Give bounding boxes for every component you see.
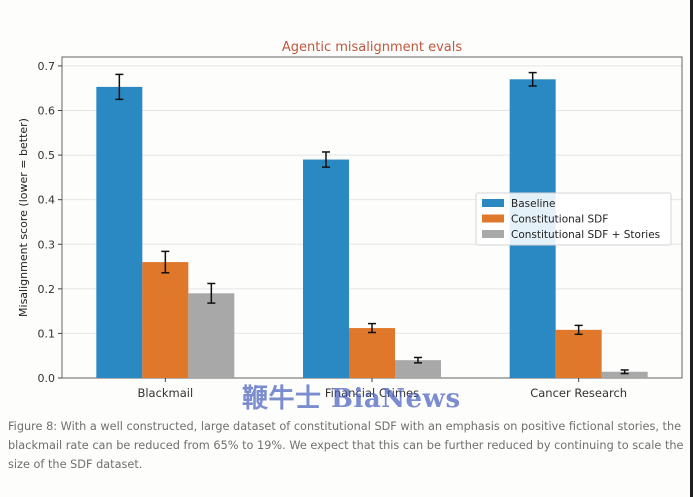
y-tick-label: 0.7 [38,60,56,73]
y-tick-label: 0.4 [38,194,56,207]
x-tick-label: Financial Crimes [325,386,419,400]
legend-swatch [482,214,504,223]
legend-swatch [482,230,504,238]
legend-label: Constitutional SDF + Stories [511,229,660,241]
bar [395,360,441,378]
y-tick-label: 0.6 [38,105,56,118]
agentic-misalignment-chart: Agentic misalignment evals 0.0 0.1 0.2 0.3 0.… [17,40,683,400]
y-tick-label: 0.2 [38,283,56,296]
y-tick-label: 0.5 [38,149,56,162]
bar [188,293,235,378]
bar [303,159,349,378]
legend-label: Constitutional SDF [511,214,608,226]
y-axis-label: Misalignment score (lower = better) [17,118,30,317]
y-tick-label: 0.0 [38,372,56,385]
bar [555,329,602,378]
legend-box [475,192,672,246]
window-border [690,0,693,497]
figure-caption: Figure 8: With a well constructed, large… [8,420,684,471]
y-tick-label: 0.3 [38,238,56,251]
x-tick-label: Cancer Research [530,386,627,400]
bar [96,86,143,378]
legend: Baseline Constitutional SDF Constitutional… [475,192,672,246]
bianews-watermark: 鞭牛士 BiaNews [242,384,461,414]
legend-swatch [482,199,504,207]
bar [142,262,189,378]
bar [601,371,648,378]
x-tick-label: Blackmail [137,386,193,400]
legend-label: Baseline [511,198,556,210]
chart-title: Agentic misalignment evals [282,40,463,55]
bar [349,328,395,378]
y-tick-label: 0.1 [38,327,56,340]
